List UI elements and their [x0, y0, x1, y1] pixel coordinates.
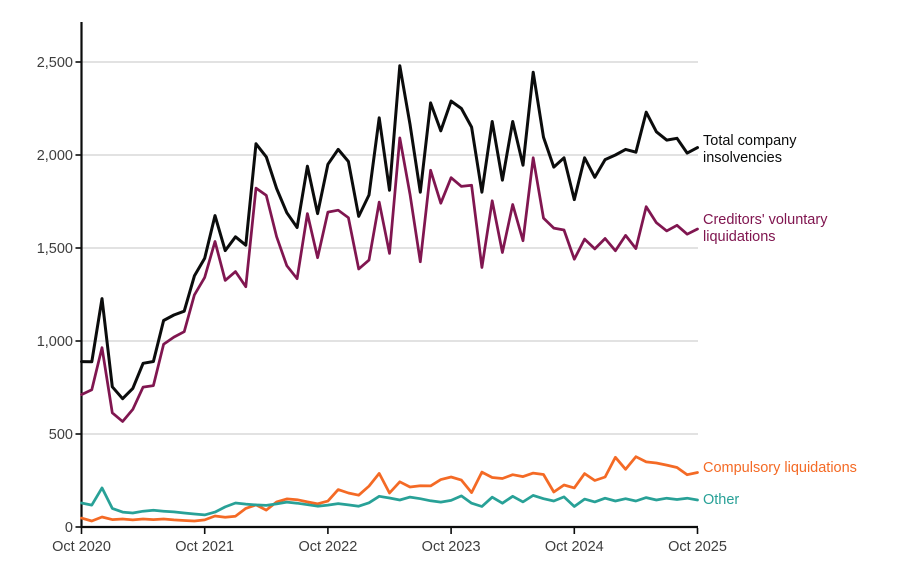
- series-lines-group: [80, 64, 699, 523]
- x-axis-tick-label: Oct 2020: [52, 539, 111, 555]
- y-axis-tick-label: 1,500: [37, 241, 73, 257]
- series-line-total: [80, 64, 699, 401]
- y-axis-tick-label: 1,000: [37, 334, 73, 350]
- x-axis-tick-label: Oct 2021: [175, 539, 234, 555]
- axes-group: [80, 22, 698, 529]
- x-axis-tick-label: Oct 2025: [668, 539, 727, 555]
- ticks-group: [75, 61, 699, 534]
- series-label-creditors-voluntary-liquidations: Creditors' voluntary liquidations: [703, 212, 828, 245]
- series-line-compulsory: [80, 455, 699, 523]
- y-axis-tick-label: 0: [65, 520, 73, 536]
- series-label-compulsory-liquidations: Compulsory liquidations: [703, 460, 857, 476]
- x-axis-tick-label: Oct 2024: [545, 539, 604, 555]
- y-axis-tick-label: 2,500: [37, 55, 73, 71]
- series-label-total-company-insolvencies: Total company insolvencies: [703, 133, 797, 166]
- y-axis-tick-label: 500: [49, 427, 73, 443]
- y-axis-tick-label: 2,000: [37, 148, 73, 164]
- series-label-other: Other: [703, 492, 740, 508]
- series-line-other: [80, 486, 699, 517]
- x-axis-tick-label: Oct 2023: [422, 539, 481, 555]
- x-axis-tick-label: Oct 2022: [298, 539, 357, 555]
- series-line-cvl: [80, 136, 699, 423]
- axis-labels-group: 0 500 1,000 1,500 2,000 2,500 Oct 2020 Oct 2021…: [37, 55, 727, 555]
